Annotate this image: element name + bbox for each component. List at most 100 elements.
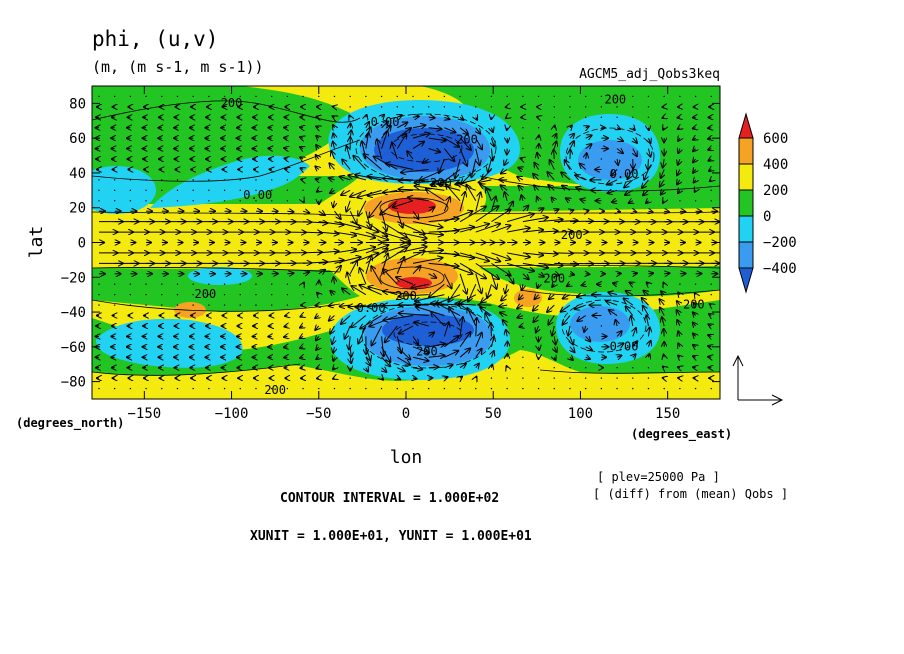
wind-vector — [648, 377, 649, 378]
wind-vector — [522, 346, 523, 347]
contour-label: 200 — [195, 287, 217, 301]
wind-vector — [161, 284, 162, 285]
wind-vector — [145, 284, 146, 285]
wind-vector — [444, 96, 445, 97]
wind-vector — [302, 294, 303, 295]
wind-vector — [663, 283, 664, 285]
wind-vector — [522, 388, 523, 389]
wind-vector — [412, 106, 413, 107]
wind-vector — [365, 106, 366, 107]
wind-vector — [302, 96, 303, 97]
wind-vector — [475, 96, 476, 97]
wind-vector — [255, 388, 256, 389]
wind-vector — [585, 106, 586, 107]
contour-label: 200 — [604, 92, 626, 106]
wind-vector — [601, 388, 602, 389]
wind-vector — [98, 284, 99, 285]
x-axis-title: lon — [390, 447, 423, 468]
wind-vector — [98, 388, 99, 389]
contour-label: 200 — [416, 345, 438, 359]
wind-vector — [349, 96, 350, 97]
wind-vector — [161, 304, 162, 305]
wind-vector — [617, 211, 620, 212]
y-tick-label: −80 — [61, 375, 86, 391]
wind-vector — [365, 388, 366, 389]
wind-vector — [678, 117, 680, 118]
wind-vector — [601, 106, 602, 107]
wind-vector — [240, 294, 241, 295]
wind-vector — [522, 367, 523, 368]
wind-vector — [539, 347, 540, 350]
wind-vector — [240, 200, 241, 201]
wind-vector — [334, 388, 335, 389]
wind-vector — [161, 179, 162, 180]
wind-vector — [632, 96, 633, 97]
wind-vector — [522, 377, 523, 378]
wind-vector — [397, 388, 398, 389]
wind-vector — [316, 117, 318, 118]
wind-vector — [711, 190, 712, 191]
contour-label: 0.00 — [371, 115, 400, 129]
wind-vector — [145, 190, 146, 191]
wind-vector — [284, 326, 287, 327]
wind-vector — [522, 148, 523, 149]
wind-vector — [632, 388, 633, 389]
x-tick-label: −150 — [127, 406, 161, 422]
contour-label: 200 — [430, 176, 452, 190]
wind-vector — [224, 284, 225, 285]
wind-vector — [114, 304, 115, 305]
wind-vector — [130, 179, 131, 180]
wind-vector — [287, 388, 288, 389]
wind-vector — [538, 96, 539, 97]
wind-vector — [366, 115, 367, 117]
wind-vector — [145, 388, 146, 389]
x-unit-label: (degrees_east) — [631, 427, 732, 442]
y-tick-label: −60 — [61, 340, 86, 356]
wind-vector — [522, 357, 523, 358]
wind-vector — [554, 96, 555, 97]
wind-vector — [224, 304, 225, 305]
wind-vector — [177, 200, 178, 201]
y-tick-label: −40 — [61, 305, 86, 321]
colorbar-segment — [739, 190, 753, 216]
wind-vector — [633, 273, 637, 274]
wind-vector — [300, 127, 303, 128]
wind-vector — [98, 179, 99, 180]
wind-vector — [491, 388, 492, 389]
wind-vector — [240, 190, 241, 191]
wind-vector — [208, 190, 209, 191]
wind-vector — [711, 294, 712, 295]
wind-vector — [585, 377, 586, 378]
contour-label: 0.00 — [357, 301, 386, 315]
wind-vector — [208, 304, 209, 305]
wind-vector — [192, 96, 193, 97]
wind-vector — [284, 347, 287, 348]
wind-vector — [271, 96, 272, 97]
wind-vector — [349, 106, 350, 107]
wind-vector — [491, 96, 492, 97]
x-tick-label: −100 — [215, 406, 249, 422]
wind-vector — [98, 96, 99, 97]
wind-vector — [538, 127, 539, 128]
wind-vector — [240, 388, 241, 389]
wind-vector — [114, 179, 115, 180]
wind-vector — [130, 304, 131, 305]
wind-vector — [476, 377, 477, 378]
wind-vector — [285, 169, 287, 170]
wind-vector — [114, 200, 115, 201]
wind-vector — [522, 96, 523, 97]
wind-vector — [554, 388, 555, 389]
wind-vector — [554, 126, 555, 128]
wind-vector — [679, 284, 680, 285]
wind-vector — [130, 294, 131, 295]
wind-vector — [98, 294, 99, 295]
wind-vector — [130, 200, 131, 201]
wind-vector — [412, 388, 413, 389]
wind-vector — [284, 336, 287, 337]
wind-vector — [302, 388, 303, 389]
wind-vector — [711, 96, 712, 97]
unit-note: XUNIT = 1.000E+01, YUNIT = 1.000E+01 — [250, 529, 532, 544]
wind-vector — [695, 388, 696, 389]
wind-vector — [569, 388, 570, 389]
